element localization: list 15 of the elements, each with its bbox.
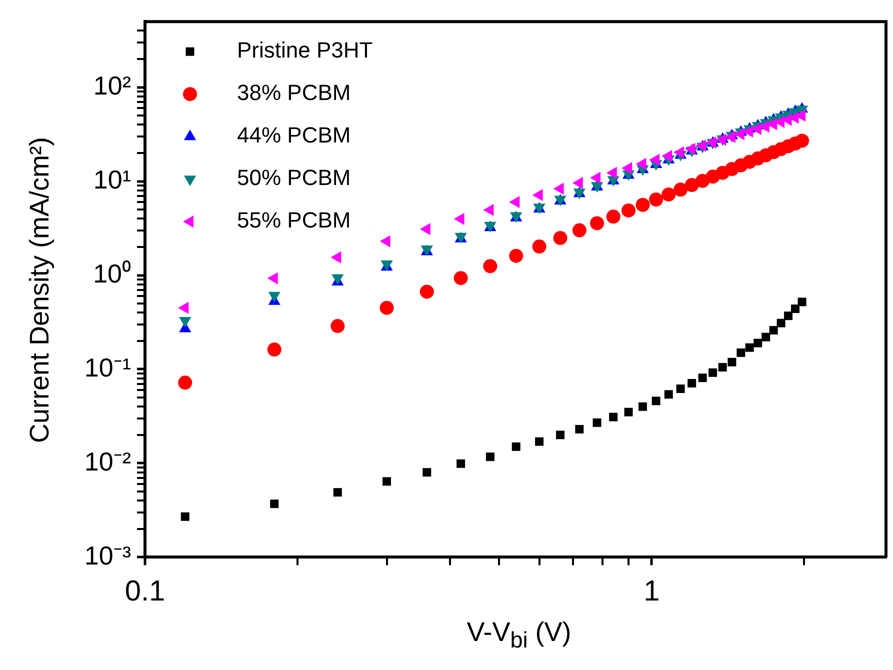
y-tick-label: 10⁻¹ xyxy=(84,352,132,382)
legend-label: 38% PCBM xyxy=(237,80,351,106)
legend-label: 44% PCBM xyxy=(237,122,351,148)
y-axis-title: Current Density (mA/cm²) xyxy=(24,136,56,444)
legend-label: 50% PCBM xyxy=(237,165,351,190)
y-tick-label: 10² xyxy=(93,70,132,100)
legend-label: Pristine P3HT xyxy=(237,38,373,63)
y-tick-label: 10¹ xyxy=(93,164,132,194)
x-tick-label: 0.1 xyxy=(124,576,166,608)
legend-label: 55% PCBM xyxy=(237,208,351,233)
x-tick-label: 1 xyxy=(644,576,660,608)
y-tick-label: 10⁻³ xyxy=(84,540,132,570)
y-tick-label: 10⁻² xyxy=(84,446,132,476)
y-tick-label: 10⁰ xyxy=(93,258,131,288)
x-axis-title: V-V$_{bi}$ (V) xyxy=(466,617,572,654)
